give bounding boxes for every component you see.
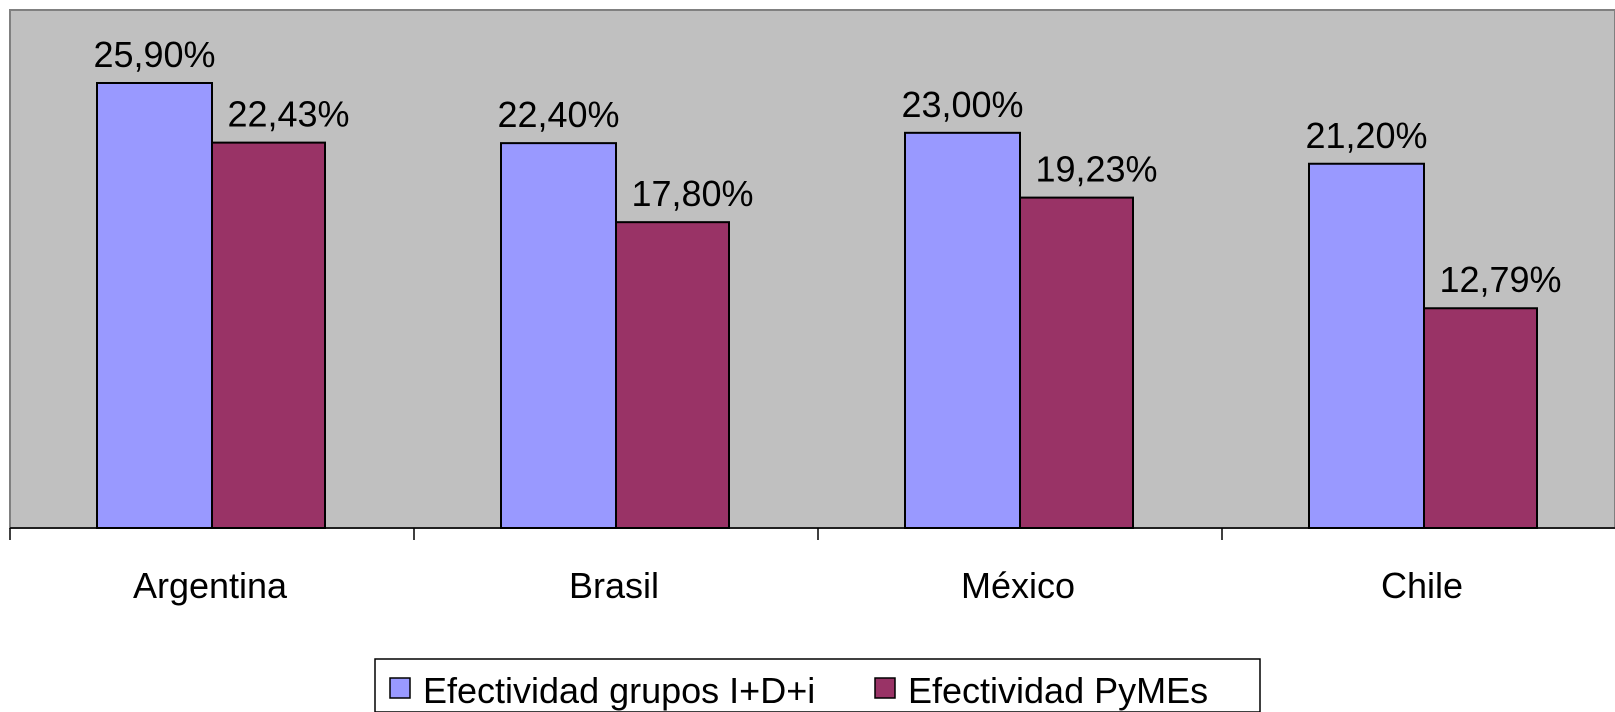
- x-tick-label-1: Brasil: [569, 565, 659, 606]
- data-label-pymes-3: 12,79%: [1439, 259, 1561, 300]
- bar-pymes-1: [615, 221, 730, 529]
- bar-grupos-1: [500, 142, 617, 529]
- x-tick-label-3: Chile: [1381, 565, 1463, 606]
- bar-pymes-3: [1423, 307, 1538, 529]
- data-label-grupos-0: 25,90%: [93, 34, 215, 75]
- data-label-pymes-1: 17,80%: [631, 173, 753, 214]
- legend: Efectividad grupos I+D+i Efectividad PyM…: [374, 658, 1261, 712]
- legend-label-pymes: Efectividad PyMEs: [908, 670, 1208, 711]
- legend-box: [374, 658, 1261, 712]
- data-label-grupos-1: 22,40%: [497, 94, 619, 135]
- legend-label-grupos: Efectividad grupos I+D+i: [423, 670, 815, 711]
- legend-swatch-grupos: [389, 677, 411, 699]
- x-axis-ticks: [9, 528, 1223, 540]
- x-tick-label-0: Argentina: [133, 565, 288, 606]
- x-tick-label-2: México: [961, 565, 1075, 606]
- bar-grupos-2: [904, 131, 1021, 529]
- bar-pymes-2: [1019, 196, 1134, 530]
- bar-grupos-0: [96, 82, 213, 529]
- data-label-grupos-2: 23,00%: [901, 84, 1023, 125]
- bars: [96, 82, 1538, 530]
- data-label-pymes-2: 19,23%: [1035, 149, 1157, 190]
- data-label-grupos-3: 21,20%: [1305, 115, 1427, 156]
- data-labels: 25,90% 22,43% 22,40% 17,80% 23,00% 19,23% 21,2…: [93, 34, 1561, 300]
- x-tick-labels: Argentina Brasil México Chile: [133, 565, 1463, 606]
- bar-grupos-3: [1308, 162, 1425, 529]
- bar-pymes-0: [211, 141, 326, 529]
- legend-swatch-pymes: [874, 677, 896, 699]
- data-label-pymes-0: 22,43%: [227, 94, 349, 135]
